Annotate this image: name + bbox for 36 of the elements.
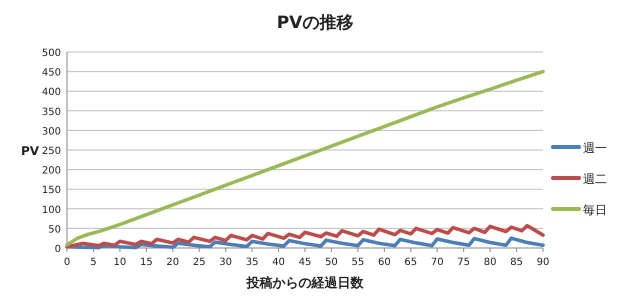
y-axis-title: PV bbox=[20, 144, 40, 158]
legend-label: 週二 bbox=[583, 172, 607, 186]
x-tick-label: 0 bbox=[64, 257, 70, 268]
x-tick-label: 50 bbox=[325, 257, 338, 268]
y-tick-label: 50 bbox=[48, 224, 61, 236]
x-tick-label: 5 bbox=[90, 257, 97, 268]
y-tick-label: 300 bbox=[42, 126, 61, 138]
y-tick-label: 500 bbox=[42, 48, 61, 59]
y-tick-label: 200 bbox=[42, 166, 61, 177]
legend-label: 週一 bbox=[583, 141, 607, 155]
y-tick-label: 450 bbox=[42, 68, 61, 79]
x-tick-label: 65 bbox=[404, 257, 418, 268]
x-tick-label: 70 bbox=[430, 257, 444, 268]
x-tick-label: 30 bbox=[219, 257, 232, 268]
x-tick-label: 45 bbox=[298, 257, 312, 268]
y-tick-label: 400 bbox=[42, 87, 61, 98]
x-tick-label: 20 bbox=[166, 257, 180, 268]
x-axis-title: 投稿からの経過日数 bbox=[246, 275, 364, 291]
x-tick-label: 60 bbox=[378, 257, 391, 268]
x-tick-label: 40 bbox=[272, 257, 285, 268]
x-tick-label: 90 bbox=[536, 257, 550, 268]
x-tick-label: 25 bbox=[192, 257, 206, 268]
x-tick-label: 10 bbox=[114, 257, 126, 268]
y-tick-label: 250 bbox=[42, 146, 61, 157]
chart-title: PVの推移 bbox=[276, 13, 354, 33]
x-tick-label: 35 bbox=[246, 257, 258, 268]
x-tick-label: 55 bbox=[352, 257, 364, 268]
x-tick-label: 15 bbox=[140, 257, 153, 268]
y-tick-label: 0 bbox=[54, 244, 61, 255]
legend-label: 毎日 bbox=[583, 203, 607, 217]
y-tick-label: 150 bbox=[42, 185, 61, 196]
x-tick-label: 75 bbox=[457, 257, 470, 268]
x-tick-label: 85 bbox=[510, 257, 523, 268]
x-tick-label: 80 bbox=[484, 257, 496, 268]
y-tick-label: 100 bbox=[42, 204, 61, 216]
y-tick-label: 350 bbox=[42, 106, 61, 118]
